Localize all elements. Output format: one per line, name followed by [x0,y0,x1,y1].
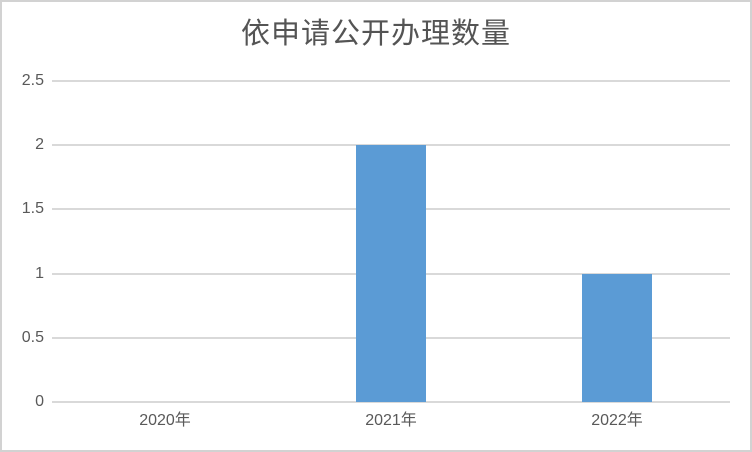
gridline [52,80,730,82]
x-tick-label: 2020年 [139,412,191,429]
y-tick-label: 0.5 [21,328,44,346]
chart-title: 依申请公开办理数量 [240,16,511,50]
y-tick-label: 2.5 [21,72,44,89]
y-tick-label: 2 [35,136,44,154]
bar-2021年 [356,145,426,402]
bar-2022年 [582,273,652,402]
x-tick-label: 2022年 [591,412,643,429]
y-tick-label: 1 [35,264,44,282]
y-tick-label: 1.5 [21,200,44,218]
y-tick-label: 0 [35,393,44,410]
y-axis: 0 0.5 1 1.5 2 2.5 [2,73,44,410]
x-axis: 2020年 2021年 2022年 [52,411,730,435]
plot-area [52,80,730,403]
x-tick-label: 2021年 [365,412,417,429]
x-axis-line [52,401,730,403]
gridline [52,144,730,147]
